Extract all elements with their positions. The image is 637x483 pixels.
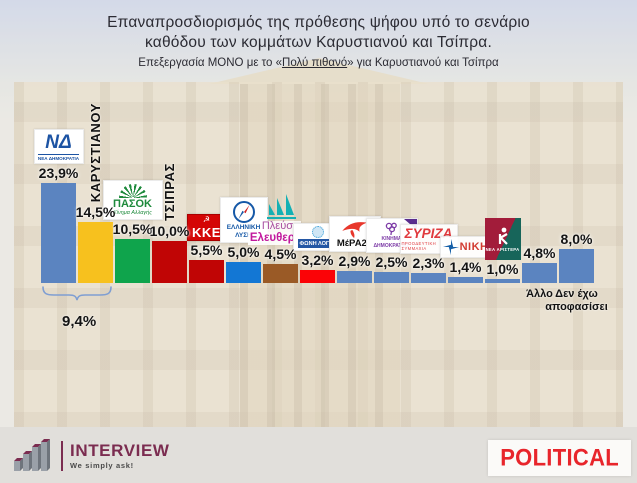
subtitle-underlined: Πολύ πιθανό (282, 56, 348, 69)
bar-value-undecided: 8,0% (560, 231, 593, 248)
pasok-logo-subtext: Κίνημα Αλλαγής (113, 210, 152, 217)
bar-column-plefsi-eleftherias: Πλεύση Ελευθερίας 4,5% (247, 100, 314, 283)
political-logo-name: POLITICAL (500, 443, 619, 471)
bar-value-nd: 23,9% (38, 165, 79, 182)
pinwheel-icon (442, 239, 459, 256)
karystianou-vertical-label: ΚΑΡΥΣΤΙΑΝΟΥ (88, 103, 103, 203)
bar-column-kke: ☭ ΚΚΕ 5,5% (186, 100, 227, 283)
foni-globe-icon (311, 226, 324, 239)
sailboat-icon (266, 194, 296, 220)
bar-column-elliniki-lysi: ΕΛΛΗΝΙΚΗ ΛΥΣΗ 5,0% (219, 100, 268, 283)
bar-column-foni-logikis: ΦΩΝΗ ΛΟΓΙΚΗΣ 3,2% (293, 100, 342, 283)
chart-title-line-1: Επαναπροσδιορισμός της πρόθεσης ψήφου υπ… (107, 14, 530, 31)
nd-logo-subtext: ΝΕΑ ΔΗΜΟΚΡΑΤΙΑ (37, 154, 80, 162)
subtitle-prefix: Επεξεργασία ΜΟΝΟ με το « (138, 56, 283, 69)
bar-value-karystianou: 14,5% (75, 204, 116, 221)
bar-value-pasok: 10,5% (112, 221, 153, 238)
bar-column-nd: ΝΔ ΝΕΑ ΔΗΜΟΚΡΑΤΙΑ 23,9% (33, 100, 84, 283)
bar-allo (522, 263, 557, 283)
interview-logo-tagline: We simply ask! (70, 461, 134, 470)
hammer-sickle-icon: ☭ (202, 214, 211, 224)
undecided-axis-label: Δεν έχω αποφασίσει (545, 288, 608, 313)
bar-value-niki: 1,4% (449, 259, 482, 276)
tsipras-vertical-label: ΤΣΙΠΡΑΣ (162, 163, 177, 222)
bar-value-syriza: 2,3% (412, 255, 445, 272)
person-icon (498, 227, 508, 245)
chart-title-line-2: καθόδου των κομμάτων Καρυστιανού και Τσί… (145, 34, 492, 52)
bar-value-plefsi: 4,5% (264, 246, 297, 263)
chart-subtitle: Επεξεργασία ΜΟΝΟ με το «Πολύ πιθανό» για… (0, 57, 637, 69)
bar-plefsi (263, 264, 298, 283)
bar-column-syriza: ΣΥΡΙΖΑ ΠΡΟΟΔΕΥΤΙΚΗ ΣΥΜΜΑΧΙΑ 2,3% (399, 100, 458, 283)
bar-tsipras (152, 241, 187, 283)
bar-value-foni: 3,2% (301, 252, 334, 269)
bar-syriza (411, 273, 446, 283)
interview-logo: INTERVIEW We simply ask! (14, 439, 170, 473)
pasok-logo-name: ΠΑΣΟΚ (113, 198, 152, 211)
nea-aristera-logo: ΝΕΑ ΑΡΙΣΤΕΡΑ (484, 218, 521, 261)
nd-logo: ΝΔ ΝΕΑ ΔΗΜΟΚΡΑΤΙΑ (33, 129, 84, 165)
bar-foni (300, 270, 335, 283)
bar-value-tsipras: 10,0% (149, 223, 190, 240)
bar-column-nea-aristera: ΝΕΑ ΑΡΙΣΤΕΡΑ 1,0% (484, 100, 521, 283)
flower-icon (385, 222, 397, 236)
nd-logo-letters: ΝΔ (45, 132, 72, 154)
bar-column-niki: ΝΙΚΗ 1,4% (439, 100, 492, 283)
bar-value-nea-aristera: 1,0% (486, 261, 519, 278)
interview-logo-name: INTERVIEW (70, 441, 170, 460)
bar-karystianou (78, 222, 113, 283)
bar-value-elliniki-lysi: 5,0% (227, 244, 260, 261)
difference-value-label: 9,4% (62, 313, 97, 330)
bar-column-kinima-dimokratias: ΚΙΝΗΜΑ ΔΗΜΟΚΡΑΤΙΑΣ 2,5% (365, 100, 418, 283)
interview-bars-icon (14, 439, 50, 471)
title-block: Επαναπροσδιορισμός της πρόθεσης ψήφου υπ… (0, 13, 637, 69)
bar-column-undecided: 8,0% Δεν έχω αποφασίσει (545, 100, 608, 313)
bar-niki (448, 277, 483, 283)
bar-nea-aristera (485, 279, 520, 283)
bar-nd (41, 183, 76, 283)
bar-chart: ΝΔ ΝΕΑ ΔΗΜΟΚΡΑΤΙΑ 23,9% ΚΑΡΥΣΤΙΑΝΟΥ 14,5… (33, 100, 608, 313)
kke-logo-letters: ΚΚΕ (192, 224, 221, 240)
bar-kinima (374, 272, 409, 283)
bar-undecided (559, 249, 594, 283)
bar-elliniki-lysi (226, 262, 261, 283)
difference-brace (42, 286, 112, 301)
bar-pasok (115, 239, 150, 283)
bar-value-kke: 5,5% (190, 242, 223, 259)
bar-value-mera25: 2,9% (338, 253, 371, 270)
interview-logo-divider (61, 441, 63, 471)
pasok-sun-icon (118, 184, 147, 199)
political-logo: POLITICAL (488, 440, 631, 476)
bar-value-allo: 4,8% (523, 245, 556, 262)
bar-column-allo: 4,8% Άλλο (522, 100, 557, 300)
bar-mera25 (337, 271, 372, 283)
bar-column-mera25: ΜέΡΑ25 2,9% (328, 100, 381, 283)
bar-column-pasok: ΠΑΣΟΚ Κίνημα Αλλαγής 10,5% (102, 100, 163, 283)
bar-kke (189, 260, 224, 283)
nea-aristera-logo-name: ΝΕΑ ΑΡΙΣΤΕΡΑ (485, 246, 520, 252)
bar-value-kinima: 2,5% (375, 254, 408, 271)
subtitle-suffix: » για Καρυστιανού και Τσίπρα (347, 56, 499, 69)
